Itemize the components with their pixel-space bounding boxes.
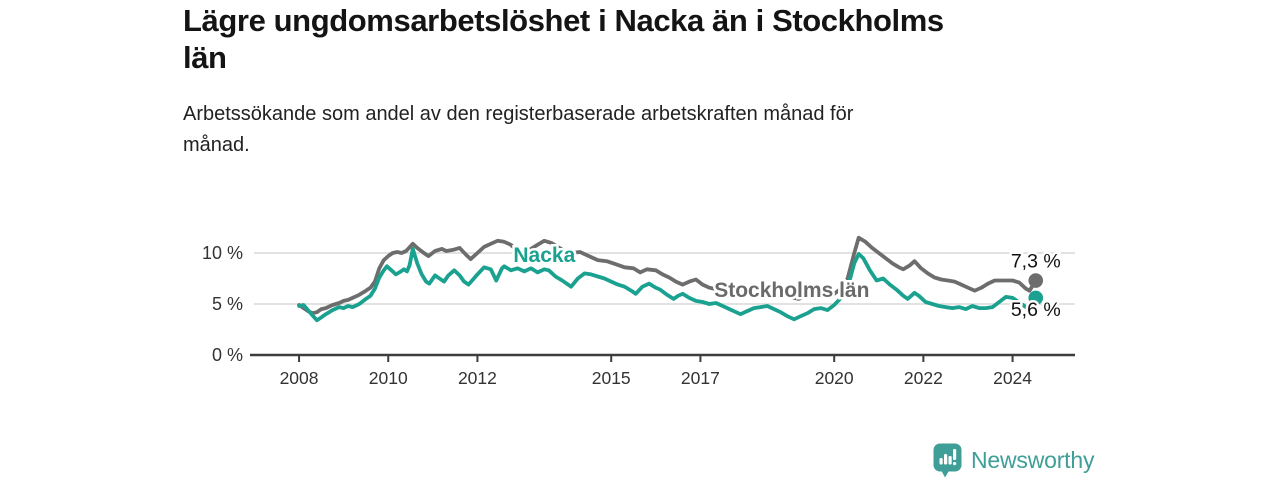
title-line-2: län — [183, 40, 227, 75]
chart-canvas: 2008 2010 2012 2015 2017 2020 2022 2024 0 % 5 % 10… — [202, 235, 1075, 388]
series-label-nacka: Nacka — [513, 244, 575, 267]
series-line-nacka — [297, 247, 1038, 323]
page-title: Lägre ungdomsarbetslöshet i Nacka än i S… — [183, 2, 1113, 76]
end-value-label-nacka: 5,6 % — [1011, 299, 1061, 321]
x-tick-label: 2015 — [592, 368, 631, 388]
chart-header: Lägre ungdomsarbetslöshet i Nacka än i S… — [183, 2, 1113, 161]
x-tick-label: 2020 — [815, 368, 854, 388]
title-line-1: Lägre ungdomsarbetslöshet i Nacka än i S… — [183, 3, 944, 38]
subtitle-line-2: månad. — [183, 134, 250, 156]
bar-chart-speech-bubble-icon — [933, 443, 962, 478]
logo-wordmark: Newsworthy — [971, 447, 1095, 473]
x-tick-label: 2012 — [458, 368, 497, 388]
line-chart: 2008 2010 2012 2015 2017 2020 2022 2024 0 % 5 % 10… — [185, 212, 1095, 407]
x-tick-label: 2022 — [904, 368, 943, 388]
y-tick-label: 5 % — [212, 294, 243, 314]
x-tick-label: 2017 — [681, 368, 720, 388]
chart-subtitle: Arbetssökande som andel av den registerb… — [183, 99, 1113, 161]
x-tick-label: 2024 — [993, 368, 1032, 388]
end-dot-stockholms-lan — [1028, 273, 1044, 288]
newsworthy-logo: Newsworthy — [933, 443, 1094, 478]
x-tick-label: 2010 — [369, 368, 408, 388]
series-label-stockholms-lan: Stockholms län — [714, 279, 869, 302]
x-tick-label: 2008 — [280, 368, 319, 388]
y-tick-label: 0 % — [212, 345, 243, 365]
series-line-stockholms-lan — [297, 235, 1038, 316]
end-dot-nacka — [1028, 290, 1044, 306]
subtitle-line-1: Arbetssökande som andel av den registerb… — [183, 103, 854, 125]
y-tick-label: 10 % — [202, 243, 243, 263]
end-value-label-stockholms-lan: 7,3 % — [1011, 251, 1061, 273]
